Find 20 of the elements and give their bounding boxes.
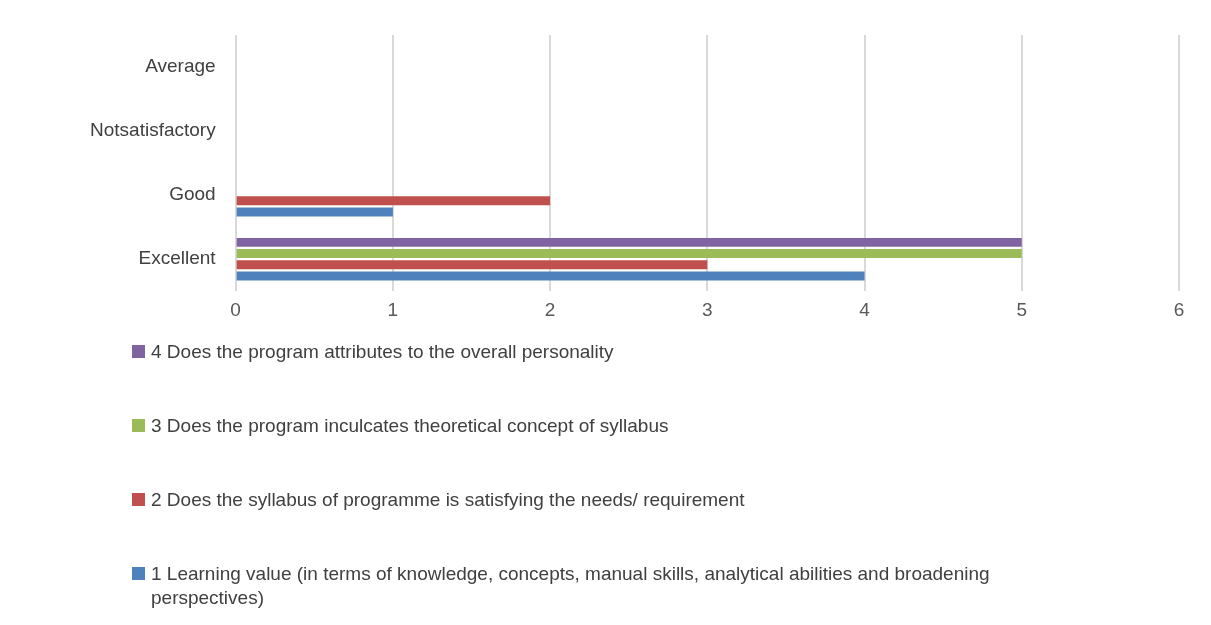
x-tick-label: 6 [1173, 298, 1185, 320]
x-tick-label: 4 [859, 298, 871, 320]
bar [236, 207, 393, 217]
bar [236, 237, 1022, 247]
legend-label: 3 Does the program inculcates theoretical concept of syllabus [151, 414, 669, 438]
bar [236, 249, 1022, 259]
bar [236, 260, 708, 270]
y-tick-label: Notsatisfactory [90, 119, 217, 141]
x-tick-label: 1 [387, 298, 399, 320]
legend-label: 1 Learning value (in terms of knowledge, concepts, manual skills, analytical abilities and broadening perspectives) [151, 562, 991, 610]
x-tick-label: 3 [702, 298, 713, 320]
x-tick-label: 5 [1016, 298, 1028, 320]
legend-label: 4 Does the program attributes to the overall personality [151, 340, 614, 364]
x-tick-label: 0 [230, 298, 241, 320]
y-tick-label: Excellent [138, 247, 217, 269]
bar [236, 196, 551, 206]
x-tick-label: 2 [544, 298, 556, 320]
y-tick-label: Average [145, 55, 216, 77]
legend-label: 2 Does the syllabus of programme is satisfying the needs/ requirement [151, 488, 745, 512]
y-tick-label: Good [169, 183, 216, 205]
